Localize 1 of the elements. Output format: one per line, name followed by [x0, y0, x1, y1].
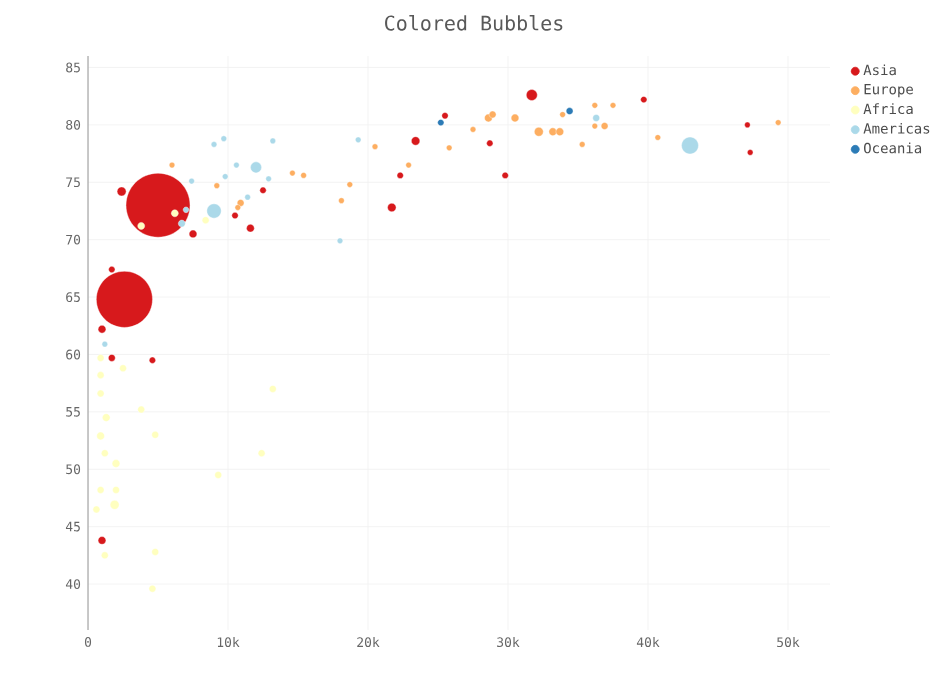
chart-title: Colored Bubbles	[385, 15, 563, 31]
